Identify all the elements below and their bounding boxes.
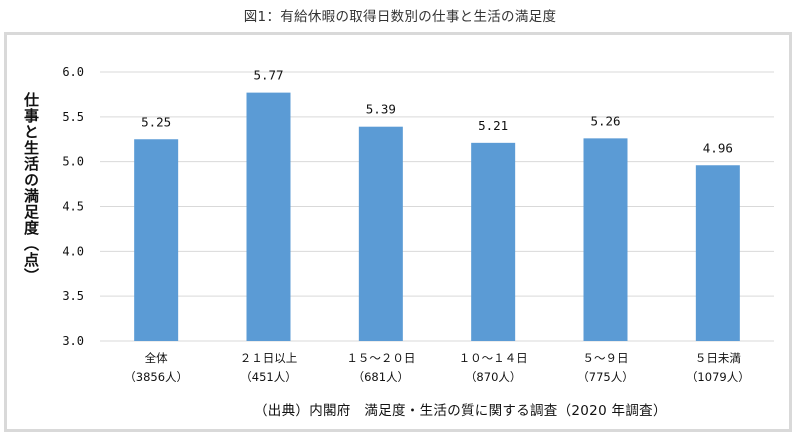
bar [358,126,403,342]
y-tick-label: 4.5 [62,200,84,214]
y-tick-label: 4.0 [62,244,84,258]
source-note: （出典）内閣府 満足度・生活の質に関する調査（2020 年調査） [254,403,667,419]
chart-title: 図1：有給休暇の取得日数別の仕事と生活の満足度 [243,9,557,25]
x-tick-count: （1079人） [686,370,750,384]
x-tick-label: 全体 [145,351,168,365]
bar [583,138,628,341]
bar [246,92,291,341]
x-tick-label: ５日未満 [695,351,741,365]
x-tick-label: ２１日以上 [240,351,298,365]
y-tick-label: 5.0 [62,155,84,169]
bar [695,165,740,341]
x-tick-count: （3856人） [124,370,188,384]
data-label: 4.96 [703,140,733,155]
y-tick-label: 5.5 [62,110,84,124]
x-tick-count: （681人） [353,370,409,384]
y-axis-label: 仕事と生活の満足度（点） [22,92,40,284]
bar [134,139,179,341]
x-tick-label: １５～２０日 [346,351,415,365]
data-label: 5.25 [141,114,171,129]
data-label: 5.26 [590,113,620,128]
data-label: 5.77 [253,68,283,83]
data-label: 5.21 [478,118,508,133]
x-tick-count: （775人） [577,370,633,384]
x-tick-count: （451人） [240,370,296,384]
x-tick-label: ５～９日 [583,351,629,365]
bar [471,142,516,341]
y-tick-label: 3.0 [62,334,84,348]
data-label: 5.39 [366,102,396,117]
y-tick-label: 6.0 [62,65,84,79]
x-tick-count: （870人） [465,370,521,384]
y-tick-label: 3.5 [62,289,84,303]
x-tick-label: １０～１４日 [459,351,528,365]
